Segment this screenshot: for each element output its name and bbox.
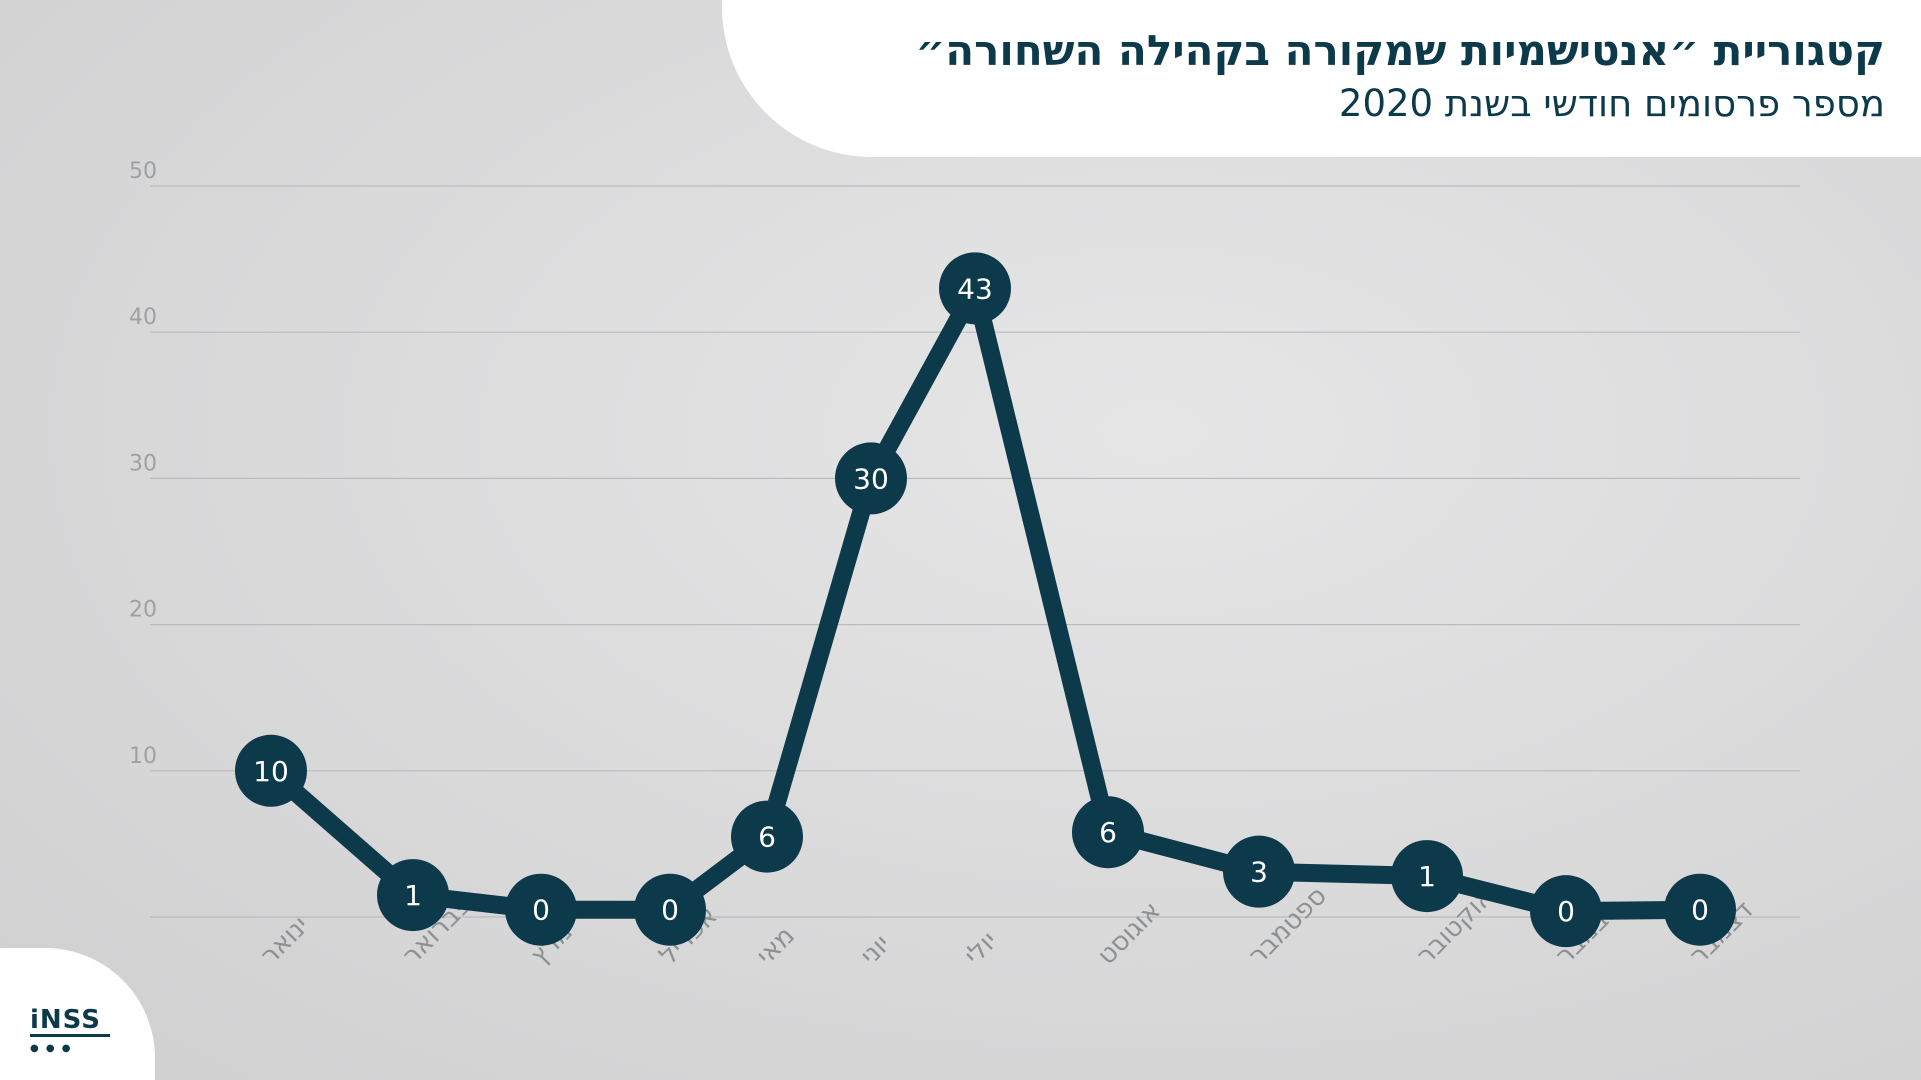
data-point: 0	[1664, 873, 1736, 946]
data-label: 0	[1691, 894, 1709, 927]
data-label: 43	[957, 272, 993, 305]
data-point-marker	[1223, 835, 1295, 908]
data-point: 1	[377, 859, 449, 932]
data-point-marker	[505, 873, 577, 946]
data-point-marker	[835, 442, 907, 515]
data-point-marker	[235, 734, 307, 807]
data-label: 1	[404, 879, 422, 912]
x-tick-label: ינואר	[255, 911, 315, 971]
data-point-marker	[634, 873, 706, 946]
inss-logo: iNSS	[30, 1005, 101, 1035]
data-point-marker	[1664, 873, 1736, 946]
y-tick-label: 30	[129, 451, 157, 476]
data-point-marker	[377, 859, 449, 932]
data-point: 6	[731, 800, 803, 873]
y-tick-label: 50	[129, 159, 157, 184]
y-tick-label: 40	[129, 305, 157, 330]
data-label: 30	[853, 462, 889, 495]
data-point: 43	[939, 252, 1011, 325]
data-label: 0	[532, 894, 550, 927]
data-point-marker	[731, 800, 803, 873]
x-tick-label: מאי	[751, 921, 801, 971]
data-point-marker	[939, 252, 1011, 325]
data-point: 0	[1530, 875, 1602, 948]
chart-subtitle: מספר פרסומים חודשי בשנת 2020	[1338, 82, 1885, 125]
data-point: 1	[1391, 840, 1463, 913]
data-label: 6	[1099, 816, 1117, 849]
data-point: 6	[1072, 796, 1144, 869]
data-label: 1	[1418, 860, 1436, 893]
grid-layer	[150, 185, 1800, 918]
logo-underline	[30, 1034, 110, 1037]
data-label: 6	[758, 821, 776, 854]
chart-title: קטגוריית ״אנטישמיות שמקורה בקהילה השחורה…	[915, 26, 1885, 75]
data-point: 0	[505, 873, 577, 946]
data-point: 30	[835, 442, 907, 515]
data-point: 3	[1223, 835, 1295, 908]
x-tick-label: יוני	[855, 929, 897, 971]
title-panel: קטגוריית ״אנטישמיות שמקורה בקהילה השחורה…	[722, 0, 1921, 157]
logo-dots-icon: ● ● ●	[30, 1043, 73, 1054]
data-point-marker	[1530, 875, 1602, 948]
logo-panel: iNSS ● ● ●	[0, 948, 155, 1080]
data-label: 0	[661, 894, 679, 927]
y-tick-layer: 10 20 30 40 50	[129, 159, 157, 769]
data-label: 10	[253, 755, 289, 788]
x-tick-label: יולי	[959, 926, 1004, 971]
data-point-marker	[1391, 840, 1463, 913]
data-point: 10	[235, 734, 307, 807]
data-label: 0	[1557, 895, 1575, 928]
series-line	[262, 279, 1709, 921]
x-tick-label: אוגוסט	[1092, 896, 1167, 971]
data-point-marker	[1072, 796, 1144, 869]
data-label: 3	[1250, 856, 1268, 889]
y-tick-label: 20	[129, 598, 157, 623]
data-point: 0	[634, 873, 706, 946]
y-tick-label: 10	[129, 744, 157, 769]
